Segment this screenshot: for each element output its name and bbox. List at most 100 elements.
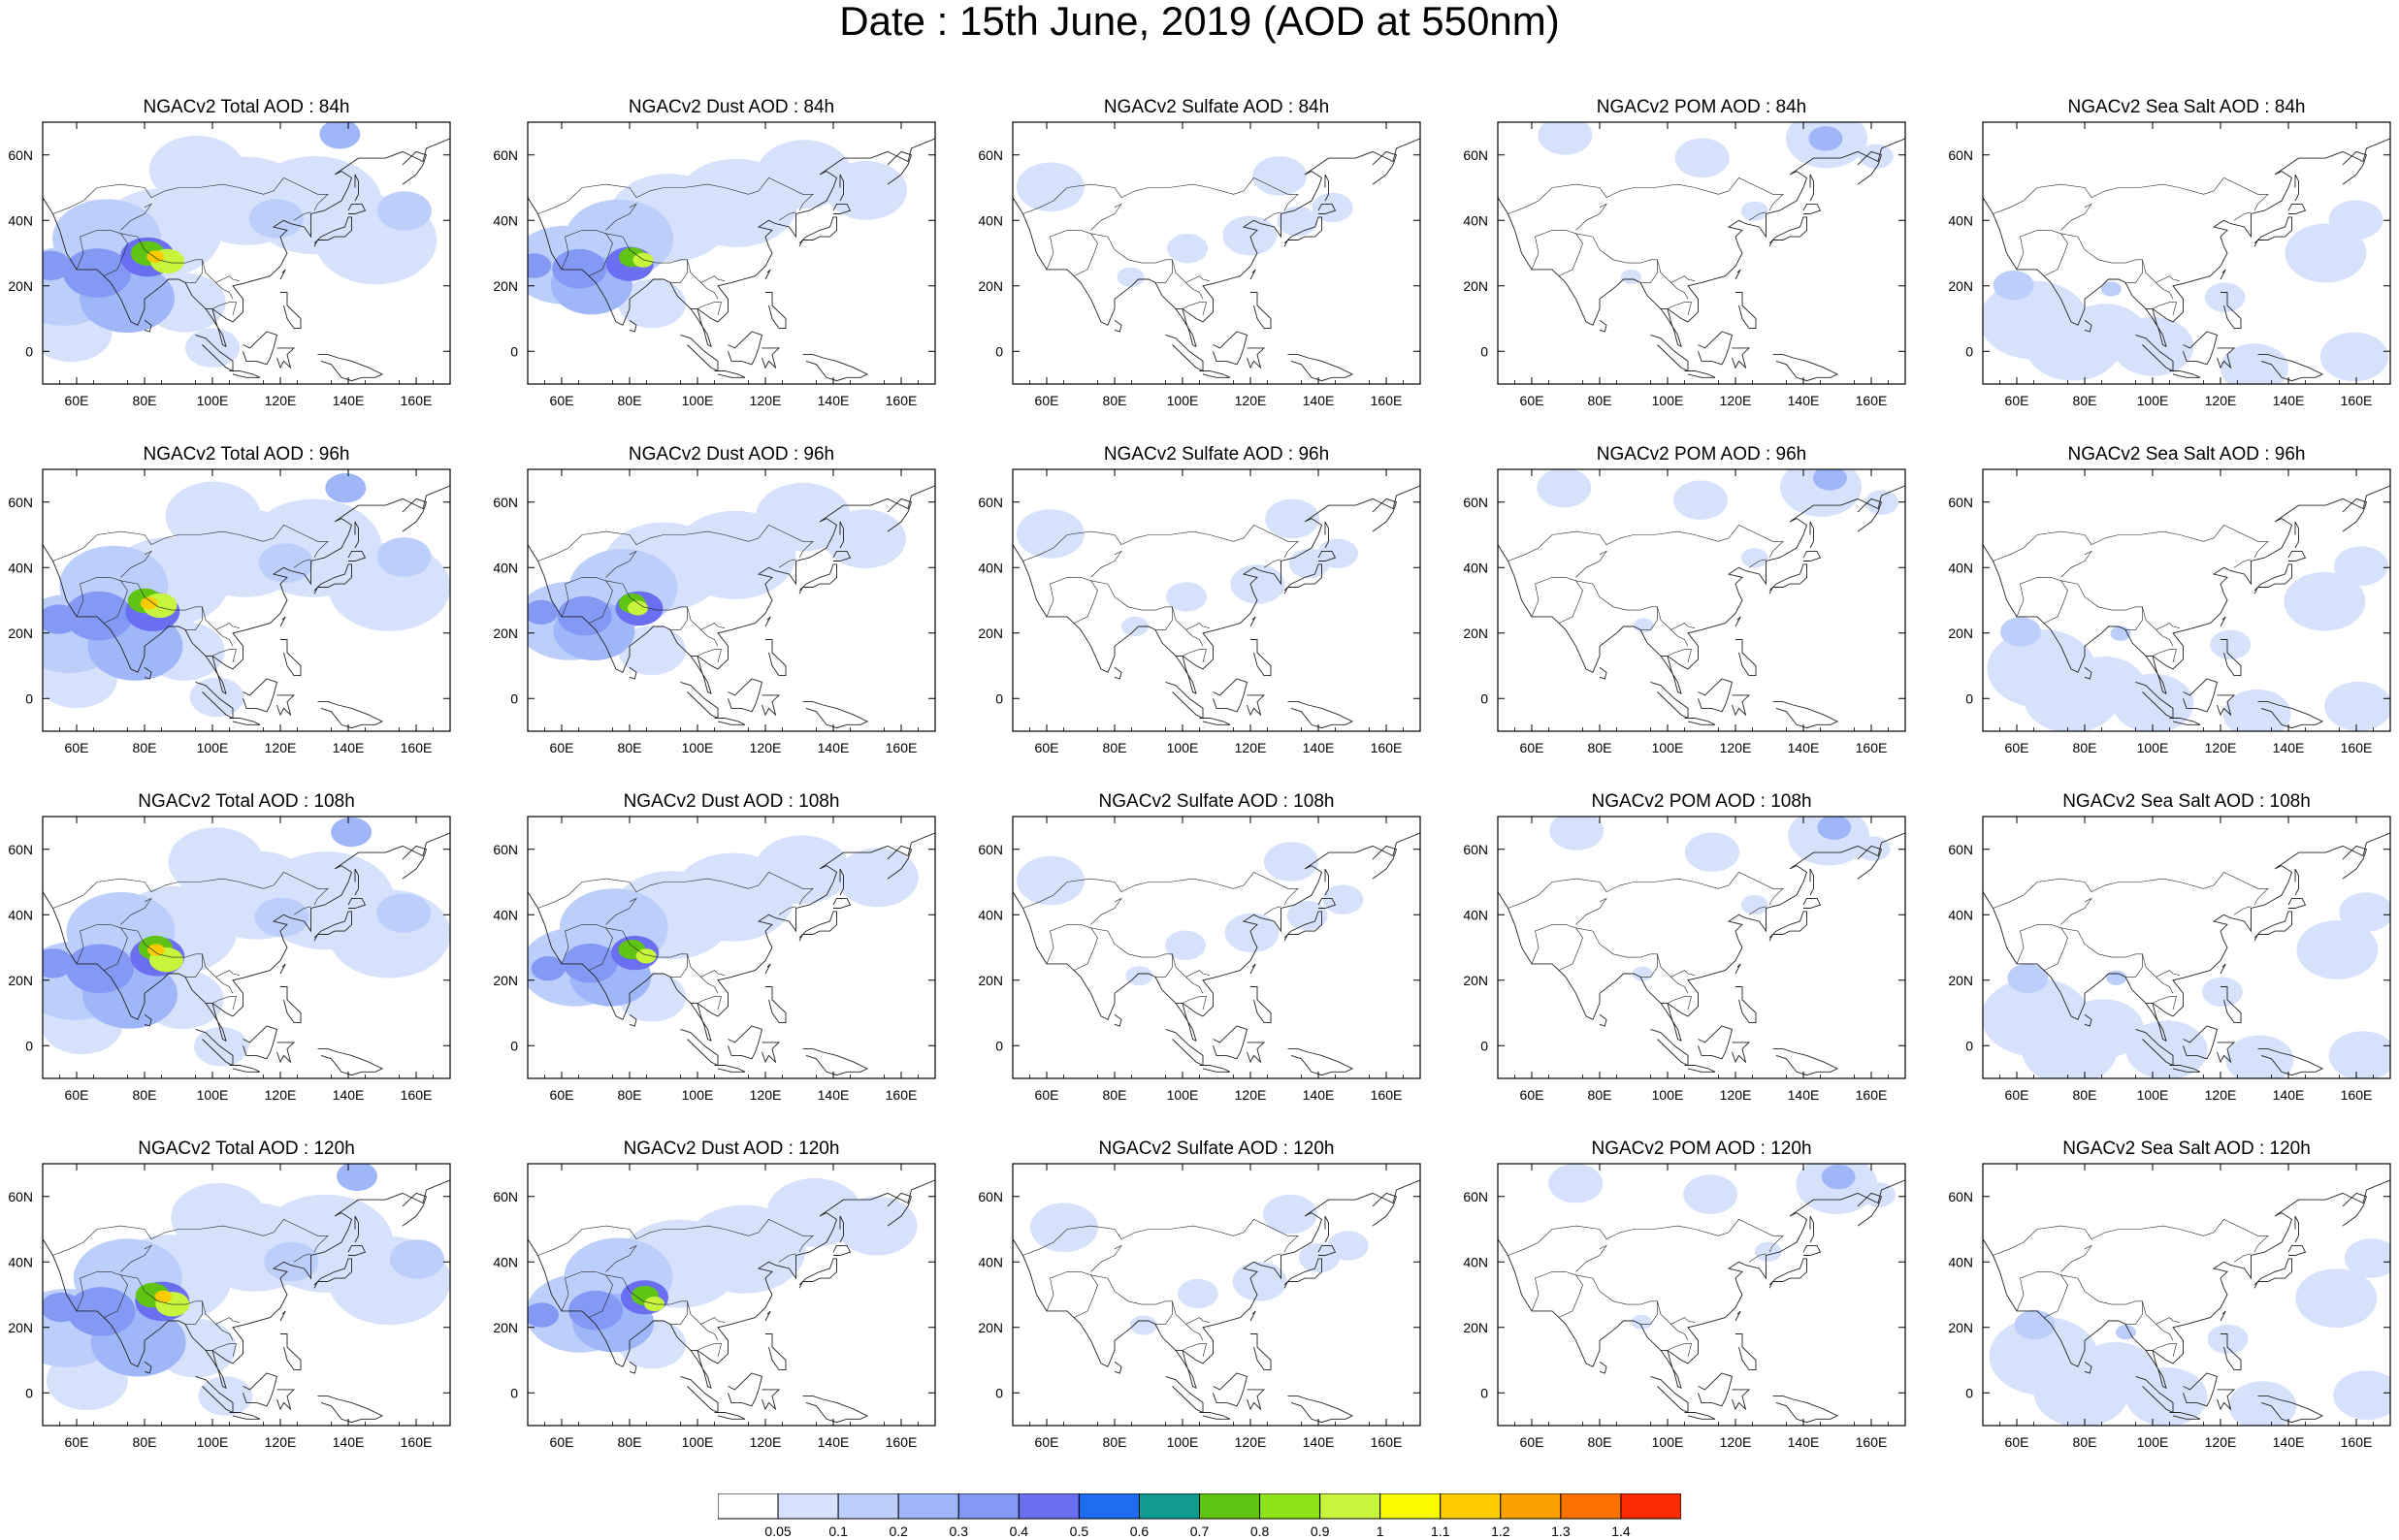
coastline — [1249, 963, 1256, 975]
lat-tick-label: 20N — [1948, 626, 1973, 641]
lon-tick-label: 80E — [1103, 740, 1127, 755]
aod-shade — [1322, 884, 1364, 914]
coastline — [714, 370, 746, 378]
coastline — [2287, 203, 2307, 214]
country-border — [697, 649, 722, 663]
lon-tick-label: 80E — [618, 1434, 642, 1450]
aod-shade — [2344, 1238, 2390, 1278]
country-border — [215, 282, 234, 300]
lon-tick-label: 60E — [1035, 1434, 1059, 1450]
country-border — [76, 924, 128, 971]
country-border — [1090, 233, 1173, 283]
aod-field — [43, 469, 450, 731]
lat-tick-label: 60N — [1948, 147, 1973, 163]
lat-tick-label: 60N — [1948, 842, 1973, 857]
coastline — [1802, 550, 1822, 561]
lon-tick-label: 60E — [2005, 1434, 2029, 1450]
country-border — [1185, 1324, 1204, 1341]
lon-tick-label: 60E — [65, 1087, 89, 1103]
coastline — [43, 832, 450, 1020]
lat-tick-label: 20N — [1463, 1320, 1488, 1335]
lat-tick-label: 60N — [8, 1189, 33, 1204]
coastline — [1599, 319, 1607, 333]
coastline — [1498, 138, 1905, 326]
coastline — [839, 174, 844, 202]
aod-shade — [64, 591, 133, 641]
panel-title: NGACv2 Sulfate AOD : 120h — [1098, 1139, 1335, 1159]
coastlines — [528, 1179, 935, 1424]
lon-tick-label: 120E — [2205, 1434, 2237, 1450]
coastlines — [528, 138, 935, 382]
coastline — [528, 832, 935, 1020]
lat-tick-label: 40N — [8, 1254, 33, 1269]
coastline — [1772, 354, 1839, 382]
aod-shade — [248, 199, 304, 239]
colorbar-label: 0.6 — [1130, 1524, 1150, 1539]
country-border — [1575, 1244, 1607, 1272]
aod-shade — [1812, 469, 1847, 491]
aod-field — [1498, 122, 1905, 384]
coastline — [1734, 616, 1741, 627]
lon-tick-label: 80E — [133, 1087, 157, 1103]
coastline — [2257, 701, 2324, 729]
country-border — [1022, 1219, 1299, 1256]
aod-shade — [2116, 1325, 2136, 1340]
coastlines — [1498, 138, 1905, 382]
coastline — [317, 701, 384, 729]
country-border — [1185, 282, 1204, 300]
lat-tick-label: 0 — [1965, 1038, 1973, 1053]
lon-tick-label: 160E — [2341, 1087, 2373, 1103]
coastline — [1247, 694, 1266, 717]
coastline — [276, 1042, 296, 1064]
coastline — [2135, 1375, 2174, 1414]
country-border — [1575, 580, 1658, 630]
map-panel-seasalt-120h: 60E 80E 100E 120E 140E 160E 60N 40N 20N 0 NGACv2 S… — [1948, 1139, 2391, 1450]
country-border — [2152, 996, 2177, 1011]
aod-field — [1498, 1164, 1905, 1426]
country-border — [1575, 203, 1607, 231]
panel-title: NGACv2 POM AOD : 120h — [1591, 1139, 1812, 1159]
country-border — [1090, 203, 1122, 231]
country-border — [1090, 550, 1122, 578]
country-border — [2060, 233, 2143, 283]
lon-tick-label: 60E — [1520, 393, 1544, 408]
coastlines — [43, 485, 450, 729]
coastlines — [43, 1179, 450, 1424]
coastlines — [1983, 1179, 2390, 1424]
map-panel-dust-120h: 60E 80E 100E 120E 140E 160E 60N 40N 20N 0 NGACv2 D… — [493, 1139, 936, 1450]
panel-title: NGACv2 Dust AOD : 108h — [623, 791, 840, 812]
coastline — [1324, 174, 1329, 202]
country-border — [2152, 649, 2177, 663]
lat-tick-label: 40N — [1463, 907, 1488, 922]
coastline — [2183, 1372, 2219, 1407]
lat-tick-label: 40N — [493, 1254, 518, 1269]
aod-shade — [1740, 201, 1768, 221]
aod-shade — [2285, 223, 2367, 283]
country-border — [1507, 872, 1784, 909]
aod-shade — [189, 677, 244, 718]
coastline — [798, 216, 837, 247]
coastline — [1283, 911, 1322, 942]
coastline — [528, 138, 935, 326]
coastline — [1599, 1361, 1607, 1374]
coastline — [1698, 331, 1734, 366]
country-border — [537, 1219, 814, 1256]
coastline — [1283, 216, 1322, 247]
aod-shade — [2324, 681, 2390, 731]
lat-tick-label: 20N — [8, 1320, 33, 1335]
lon-tick-label: 160E — [886, 740, 918, 755]
lon-tick-label: 140E — [1788, 740, 1820, 755]
country-border — [2060, 927, 2143, 978]
coastline — [313, 911, 352, 942]
coastline — [690, 1350, 712, 1390]
lat-tick-label: 40N — [978, 212, 1003, 228]
coastline — [1983, 138, 2390, 326]
coastline — [690, 308, 712, 348]
country-border — [1531, 577, 1583, 624]
coastlines — [1983, 485, 2390, 729]
coastline — [1809, 174, 1814, 202]
coastline — [2217, 1389, 2236, 1411]
lat-tick-label: 0 — [510, 343, 518, 359]
lon-tick-label: 80E — [133, 740, 157, 755]
coastline — [229, 718, 261, 725]
